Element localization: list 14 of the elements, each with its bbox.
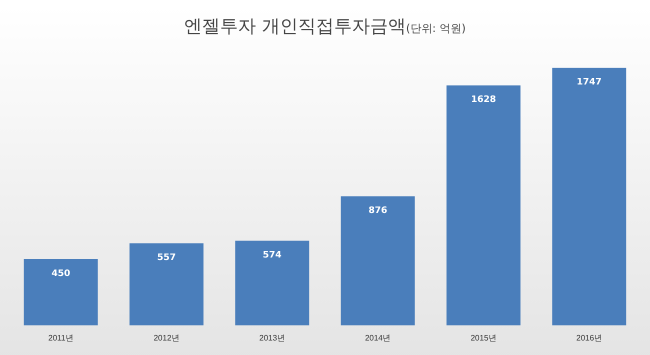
data-label: 450 — [51, 268, 70, 279]
x-tick-label: 2013년 — [259, 333, 286, 342]
data-label: 1628 — [470, 95, 496, 106]
data-label: 574 — [262, 250, 282, 261]
x-tick-label: 2016년 — [576, 333, 602, 342]
x-tick-label: 2015년 — [470, 333, 496, 342]
chart-subtitle: (단위: 억원) — [406, 22, 466, 35]
x-tick-label: 2014년 — [364, 333, 391, 342]
x-tick-label: 2011년 — [48, 333, 74, 342]
data-label: 876 — [368, 206, 388, 216]
data-label: 1747 — [576, 78, 602, 88]
chart-title: 엔젤투자 개인직접투자금액 — [184, 16, 406, 37]
x-tick-label: 2012년 — [154, 333, 180, 342]
data-label: 557 — [157, 253, 176, 264]
